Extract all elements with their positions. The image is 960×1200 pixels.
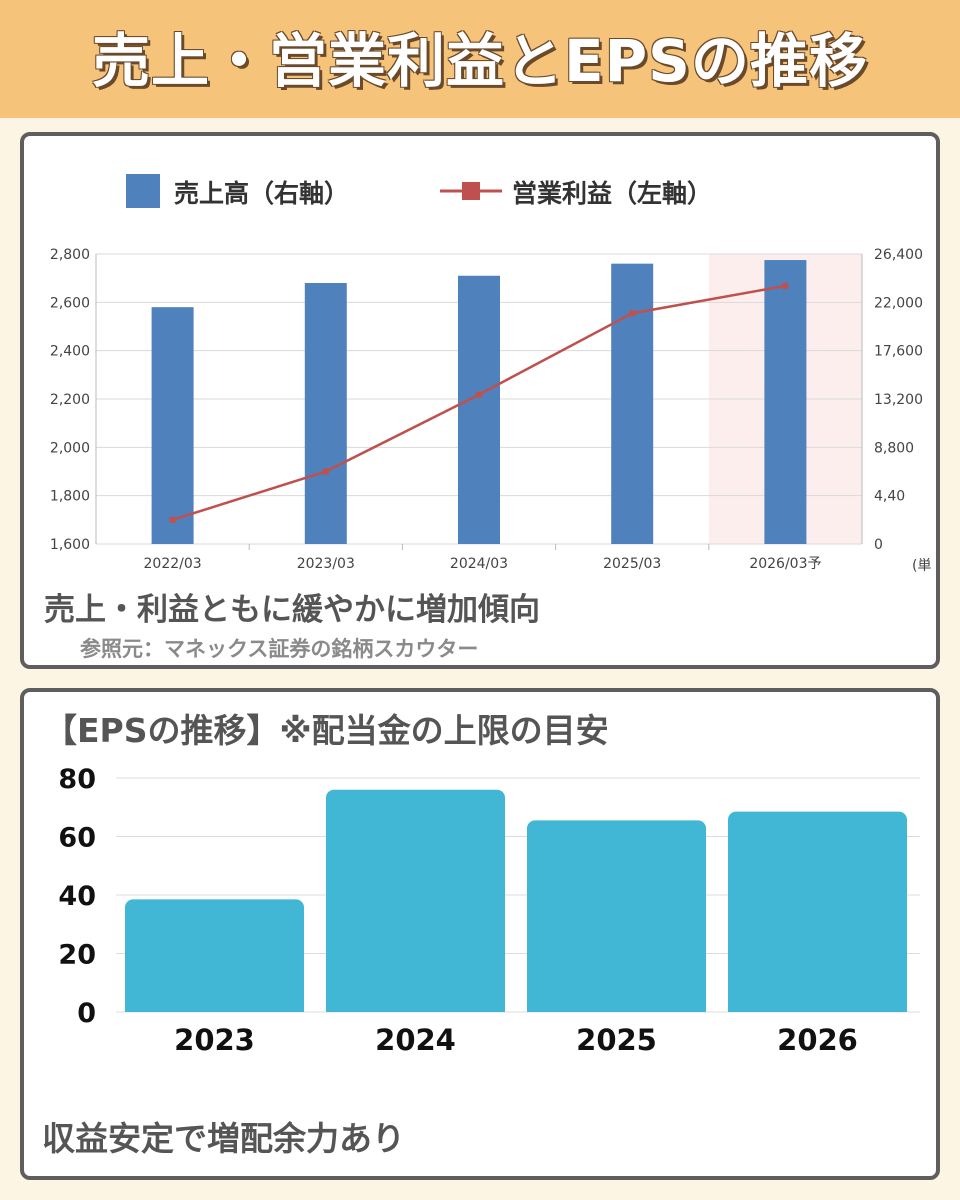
panel1-caption: 売上・利益ともに緩やかに増加傾向: [44, 592, 540, 628]
source-note: 参照元：マネックス証券の銘柄スカウター: [80, 637, 479, 661]
unit-label: (単: [912, 558, 931, 574]
sales-bar: [304, 283, 347, 544]
eps-x-tick-label: 2025: [576, 1023, 657, 1057]
x-tick-label: 2022/03: [144, 556, 202, 572]
eps-chart: 0 20 40 60 80 2023 2024 2025 2026: [58, 764, 920, 1057]
left-tick-label: 2,400: [50, 344, 90, 360]
sales-profit-panel: 1,600 0 1,800 4,40 2,000 8,800 2,200 13,200 2,40…: [20, 132, 940, 669]
profit-point: [782, 282, 789, 289]
eps-bar: [326, 789, 505, 1012]
eps-y-tick-label: 80: [58, 764, 96, 795]
right-tick-label: 0: [874, 537, 883, 553]
x-tick-label: 2024/03: [450, 556, 508, 572]
left-tick-label: 2,800: [50, 247, 90, 263]
left-tick-label: 2,600: [50, 295, 90, 311]
left-tick-label: 1,600: [50, 537, 90, 553]
x-tick-label: 2025/03: [603, 556, 661, 572]
sales-bar: [151, 307, 194, 544]
page-title: 売上・営業利益とEPSの推移: [92, 27, 868, 95]
eps-chart-title: 【EPSの推移】※配当金の上限の目安: [44, 711, 609, 750]
right-tick-label: 4,40: [874, 489, 905, 505]
panel2-caption: 収益安定で増配余力あり: [42, 1119, 405, 1158]
profit-point: [322, 468, 329, 475]
profit-point: [629, 310, 636, 317]
eps-bar-base: [326, 1000, 505, 1012]
eps-x-tick-label: 2026: [777, 1023, 858, 1057]
eps-bar-base: [125, 1000, 304, 1012]
sales-bar: [458, 275, 500, 544]
title-banner: 売上・営業利益とEPSの推移: [0, 0, 960, 118]
left-tick-label: 2,000: [50, 440, 90, 456]
legend-sales-label: 売上高（右軸）: [174, 179, 349, 208]
right-tick-label: 8,800: [874, 440, 914, 456]
right-tick-label: 26,400: [874, 247, 923, 263]
sales-bar: [611, 263, 654, 544]
legend-bar-swatch: [126, 174, 160, 208]
eps-y-tick-label: 60: [58, 823, 96, 854]
left-tick-label: 2,200: [50, 392, 90, 408]
eps-x-tick-label: 2024: [375, 1023, 456, 1057]
eps-y-tick-label: 20: [58, 940, 96, 971]
sales-bar: [764, 260, 807, 544]
eps-bar: [527, 820, 706, 1012]
x-tick-label: 2023/03: [297, 556, 355, 572]
legend-profit-label: 営業利益（左軸）: [512, 179, 712, 208]
eps-x-tick-label: 2023: [174, 1023, 255, 1057]
right-tick-label: 22,000: [874, 295, 923, 311]
eps-bar: [728, 811, 907, 1012]
eps-panel: 【EPSの推移】※配当金の上限の目安 0 20 40 60 80 2023 2024 2025…: [20, 688, 940, 1180]
eps-y-tick-label: 40: [58, 881, 96, 912]
legend-line-marker: [462, 182, 480, 200]
left-tick-label: 1,800: [50, 489, 90, 505]
eps-y-tick-label: 0: [77, 998, 96, 1029]
profit-point: [476, 391, 482, 398]
x-tick-label: 2026/03予: [749, 556, 821, 572]
eps-bar-base: [527, 1000, 706, 1012]
right-tick-label: 13,200: [874, 392, 923, 408]
right-tick-label: 17,600: [874, 344, 923, 360]
eps-bar: [125, 899, 304, 1012]
sales-profit-chart: 1,600 0 1,800 4,40 2,000 8,800 2,200 13,200 2,40…: [50, 174, 931, 574]
eps-bar-base: [728, 1000, 907, 1012]
profit-point: [169, 516, 176, 523]
